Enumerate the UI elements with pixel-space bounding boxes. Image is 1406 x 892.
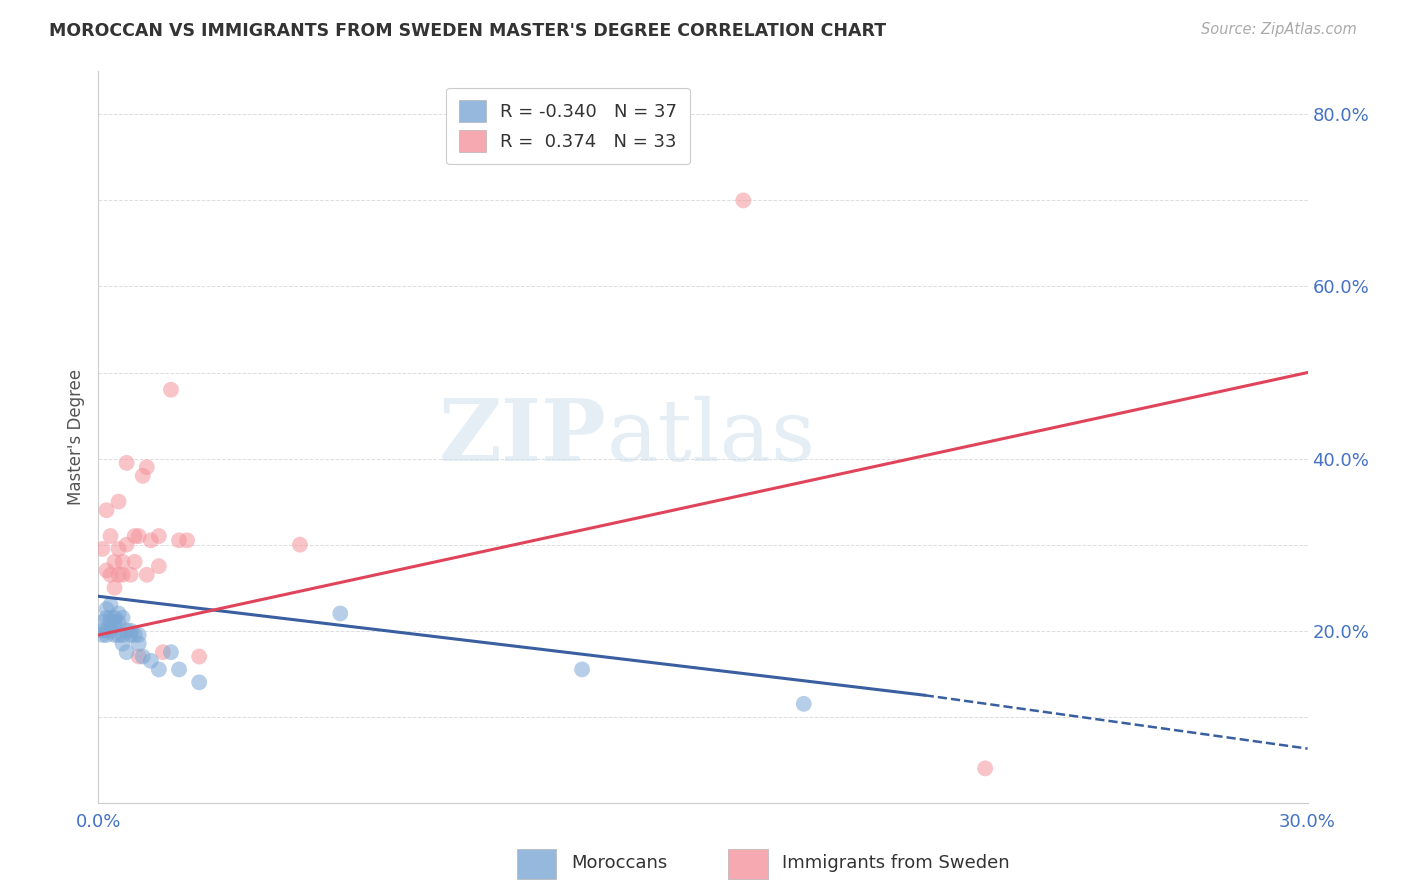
Point — [107, 628, 129, 642]
Point — [124, 529, 146, 543]
Point — [91, 624, 114, 638]
Point — [160, 383, 183, 397]
Point — [96, 628, 118, 642]
Point — [135, 460, 157, 475]
Legend: R = -0.340   N = 37, R =  0.374   N = 33: R = -0.340 N = 37, R = 0.374 N = 33 — [446, 87, 690, 164]
Point — [120, 628, 142, 642]
Point — [100, 615, 122, 629]
Point — [103, 619, 125, 633]
Point — [128, 628, 150, 642]
Point — [100, 611, 122, 625]
Point — [103, 628, 125, 642]
Point — [152, 645, 174, 659]
Point — [96, 602, 118, 616]
Point — [111, 637, 134, 651]
Point — [148, 529, 170, 543]
Point — [100, 567, 122, 582]
Point — [96, 624, 118, 638]
Point — [124, 555, 146, 569]
Point — [111, 628, 134, 642]
Point — [103, 555, 125, 569]
Point — [128, 649, 150, 664]
Text: Immigrants from Sweden: Immigrants from Sweden — [782, 854, 1010, 872]
Point — [100, 598, 122, 612]
Point — [111, 611, 134, 625]
Point — [139, 533, 162, 548]
Point — [128, 529, 150, 543]
Point — [329, 607, 352, 621]
Point — [167, 662, 190, 676]
Text: ZIP: ZIP — [439, 395, 606, 479]
Y-axis label: Master's Degree: Master's Degree — [66, 369, 84, 505]
Point — [120, 567, 142, 582]
Point — [571, 662, 593, 676]
Point — [91, 615, 114, 629]
Point — [107, 494, 129, 508]
Point — [120, 624, 142, 638]
Point — [96, 611, 118, 625]
Point — [100, 624, 122, 638]
Point — [107, 615, 129, 629]
Point — [96, 564, 118, 578]
Point — [148, 559, 170, 574]
Point — [103, 581, 125, 595]
Point — [176, 533, 198, 548]
Point — [160, 645, 183, 659]
Point — [107, 567, 129, 582]
Point — [128, 637, 150, 651]
Point — [188, 649, 211, 664]
Point — [132, 649, 155, 664]
Point — [91, 541, 114, 556]
Point — [115, 456, 138, 470]
Point — [103, 611, 125, 625]
Point — [111, 567, 134, 582]
Point — [107, 607, 129, 621]
Point — [107, 541, 129, 556]
Point — [167, 533, 190, 548]
Point — [111, 555, 134, 569]
Point — [974, 761, 997, 775]
Text: Moroccans: Moroccans — [571, 854, 666, 872]
Point — [96, 503, 118, 517]
Point — [115, 624, 138, 638]
Text: MOROCCAN VS IMMIGRANTS FROM SWEDEN MASTER'S DEGREE CORRELATION CHART: MOROCCAN VS IMMIGRANTS FROM SWEDEN MASTE… — [49, 22, 886, 40]
Point — [115, 538, 138, 552]
Point — [139, 654, 162, 668]
FancyBboxPatch shape — [728, 849, 768, 880]
Point — [100, 529, 122, 543]
Point — [188, 675, 211, 690]
Point — [91, 628, 114, 642]
Point — [148, 662, 170, 676]
Point — [793, 697, 815, 711]
Text: atlas: atlas — [606, 395, 815, 479]
Point — [115, 645, 138, 659]
Text: Source: ZipAtlas.com: Source: ZipAtlas.com — [1201, 22, 1357, 37]
FancyBboxPatch shape — [517, 849, 557, 880]
Point — [135, 567, 157, 582]
Point — [288, 538, 311, 552]
Point — [132, 468, 155, 483]
Point — [103, 615, 125, 629]
Point — [733, 194, 755, 208]
Point — [124, 628, 146, 642]
